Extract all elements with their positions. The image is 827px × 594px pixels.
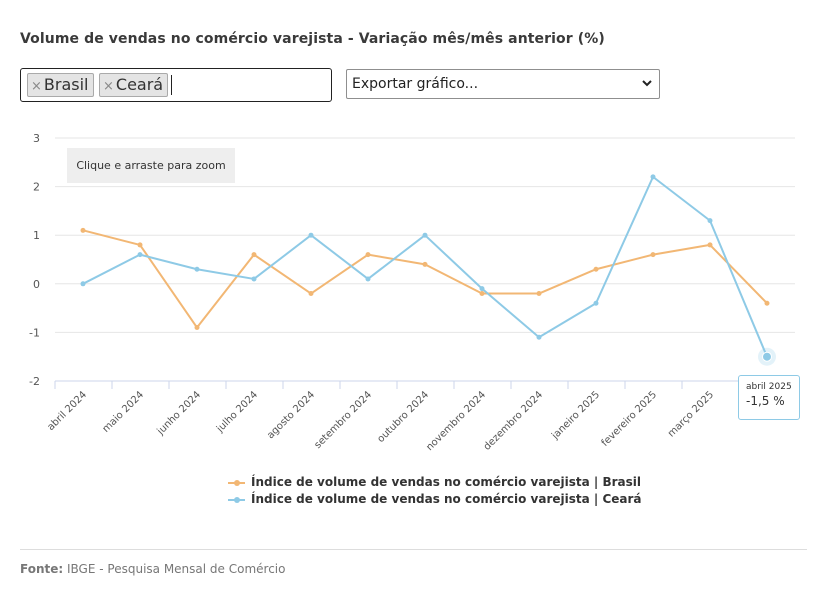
y-tick-label: -1 (29, 326, 40, 339)
tag-label: Brasil (43, 75, 89, 94)
text-cursor (171, 75, 172, 95)
x-tick-label: janeiro 2025 (549, 389, 602, 442)
source-text: IBGE - Pesquisa Mensal de Comércio (67, 562, 286, 576)
source-label: Fonte: (20, 562, 64, 576)
x-tick-label: setembro 2024 (312, 389, 374, 451)
x-tick-label: novembro 2024 (424, 389, 488, 453)
data-point-ceara (308, 232, 314, 238)
legend-item-ceara[interactable]: Índice de volume de vendas no comércio v… (228, 492, 642, 506)
data-point-ceara (422, 232, 428, 238)
tooltip-value: -1,5 % (746, 394, 785, 408)
x-tick-label: agosto 2024 (265, 389, 317, 441)
data-point-ceara (650, 174, 656, 180)
data-point-brasil (593, 266, 599, 272)
legend-item-brasil[interactable]: Índice de volume de vendas no comércio v… (228, 475, 641, 489)
data-point-ceara (707, 218, 713, 224)
legend-label: Índice de volume de vendas no comércio v… (251, 475, 641, 489)
x-tick-label: fevereiro 2025 (600, 389, 660, 449)
series-line-brasil (82, 229, 768, 329)
data-point-ceara (80, 281, 86, 287)
region-filter-input[interactable]: × Brasil × Ceará (20, 68, 332, 102)
legend-marker (228, 479, 245, 486)
y-tick-label: 0 (33, 278, 40, 291)
export-select-label: Exportar gráfico... (352, 76, 479, 92)
source-note: Fonte: IBGE - Pesquisa Mensal de Comérci… (20, 562, 285, 576)
chart-title: Volume de vendas no comércio varejista -… (20, 31, 605, 47)
legend-label: Índice de volume de vendas no comércio v… (251, 492, 642, 506)
line-chart[interactable]: 3 2 1 0 -1 -2 abril 2024 maio 2024 junho 2024 jul… (0, 0, 827, 480)
data-point-brasil (707, 242, 713, 248)
x-tick-label: julho 2024 (214, 389, 260, 435)
footer-divider (20, 549, 807, 550)
y-tick-label: 1 (33, 229, 40, 242)
data-point-ceara (365, 276, 371, 282)
x-tick-label: junho 2024 (155, 389, 203, 437)
y-tick-label: 3 (33, 132, 40, 145)
data-point-brasil (251, 252, 257, 258)
y-tick-label: 2 (33, 181, 40, 194)
data-point-brasil (365, 252, 371, 258)
x-tick-label: outubro 2024 (375, 389, 431, 445)
data-point-ceara (762, 351, 772, 362)
data-point-brasil (80, 227, 86, 233)
tag-brasil: × Brasil (27, 73, 94, 97)
data-point-ceara (137, 252, 143, 258)
data-point-brasil (137, 242, 143, 248)
x-tick-label: março 2025 (666, 389, 716, 439)
x-tick-label: dezembro 2024 (482, 389, 545, 452)
y-tick-label: -2 (29, 375, 40, 388)
data-tooltip: abril 2025 -1,5 % (738, 375, 800, 420)
data-point-brasil (422, 261, 428, 267)
x-tick-label: maio 2024 (101, 389, 147, 435)
remove-tag-icon[interactable]: × (31, 79, 42, 94)
data-point-ceara (593, 300, 599, 306)
data-point-brasil (650, 252, 656, 258)
remove-tag-icon[interactable]: × (103, 79, 114, 94)
data-point-ceara (251, 276, 257, 282)
zoom-hint: Clique e arraste para zoom (67, 148, 235, 183)
tag-ceara: × Ceará (99, 73, 169, 97)
data-point-brasil (536, 291, 542, 297)
data-point-ceara (536, 334, 542, 340)
chevron-down-icon (641, 70, 653, 108)
data-point-brasil (308, 291, 314, 297)
data-point-ceara (479, 286, 485, 292)
legend-marker (228, 496, 245, 503)
export-chart-select[interactable]: Exportar gráfico... (346, 69, 660, 99)
tooltip-date: abril 2025 (746, 382, 792, 392)
x-tick-label: abril 2024 (45, 389, 89, 433)
data-point-brasil (194, 325, 200, 331)
data-point-brasil (479, 291, 485, 297)
data-point-brasil (764, 300, 770, 306)
tag-label: Ceará (115, 75, 164, 94)
data-point-ceara (194, 266, 200, 272)
